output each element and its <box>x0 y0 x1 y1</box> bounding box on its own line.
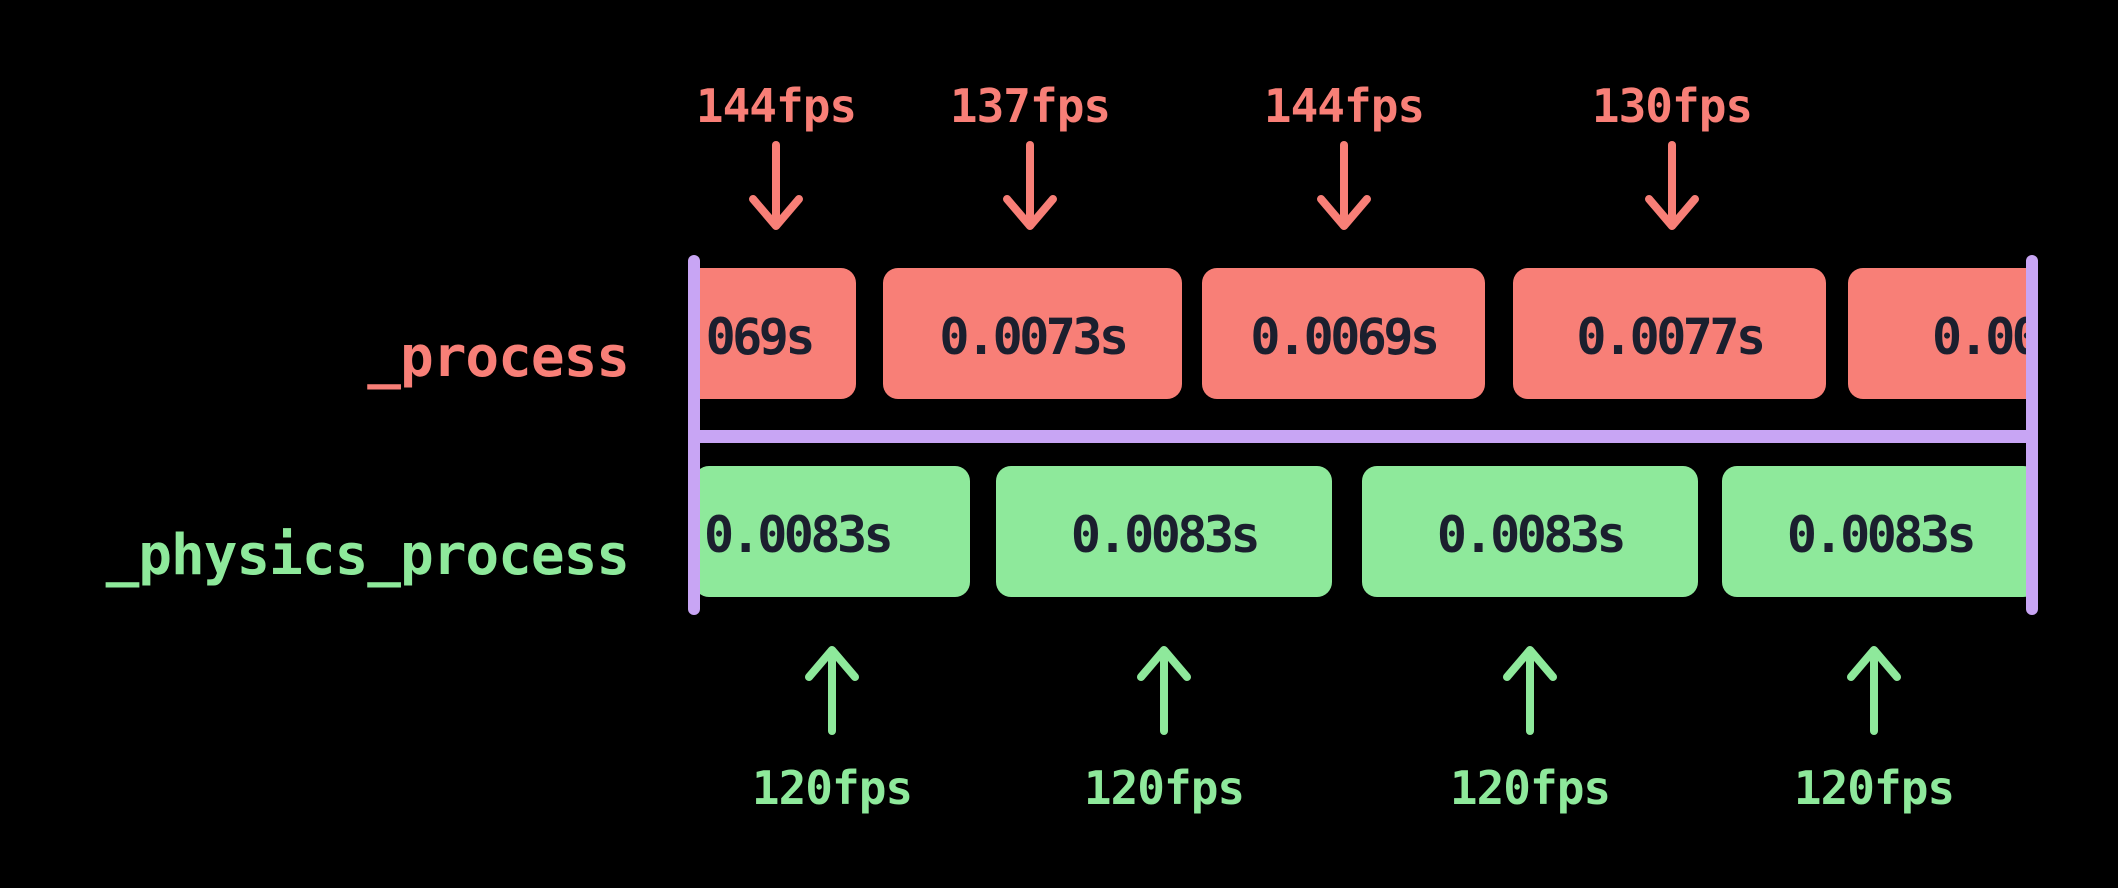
fps-label: 137fps <box>949 79 1111 133</box>
row-divider-line <box>688 430 2038 443</box>
frame-time-label: 0.0069s <box>1250 308 1440 366</box>
fps-up-arrow-icon <box>1846 644 1902 736</box>
fps-down-arrow-icon <box>1644 140 1700 232</box>
fps-up-arrow-icon <box>1502 644 1558 736</box>
fps-down-arrow-icon <box>1002 140 1058 232</box>
fps-label: 120fps <box>1449 761 1611 815</box>
physics-frame-box: 0.0083s <box>1362 466 1698 597</box>
fps-label: 120fps <box>751 761 913 815</box>
physics-frame-box: 0.0083s <box>996 466 1332 597</box>
frame-time-label: 0.0077s <box>1576 308 1766 366</box>
process-frame-box: 0.00 <box>1848 268 2038 399</box>
physics-row-label: _physics_process <box>105 523 630 588</box>
fps-label: 120fps <box>1083 761 1245 815</box>
frame-time-label: 0.00 <box>1932 308 2038 366</box>
frame-time-label: 0.0083s <box>1786 506 1977 564</box>
process-frame-box: 0.0077s <box>1513 268 1826 399</box>
frame-time-label: 069s <box>705 308 816 366</box>
physics-frame-box: 0.0083s <box>1722 466 2038 597</box>
frame-time-label: 0.0073s <box>939 308 1129 366</box>
frame-time-label: 0.0083s <box>1070 506 1261 564</box>
frame-time-label: 0.0083s <box>704 506 894 564</box>
fps-label: 120fps <box>1793 761 1955 815</box>
frame-time-label: 0.0083s <box>1436 506 1627 564</box>
process-frame-box: 0.0069s <box>1202 268 1485 399</box>
process-frame-box: 0.0073s <box>883 268 1182 399</box>
timeline-viewport: 069s 0.0073s 0.0069s 0.0077s 0.00 0.0083s 0.00… <box>694 255 2038 615</box>
physics-frame-box: 0.0083s <box>694 466 970 597</box>
fps-down-arrow-icon <box>748 140 804 232</box>
process-frame-box: 069s <box>694 268 856 399</box>
fps-label: 144fps <box>1263 79 1425 133</box>
fps-label: 130fps <box>1591 79 1753 133</box>
fps-label: 144fps <box>695 79 857 133</box>
fps-up-arrow-icon <box>1136 644 1192 736</box>
fps-up-arrow-icon <box>804 644 860 736</box>
process-row-label: _process <box>367 325 630 390</box>
fps-down-arrow-icon <box>1316 140 1372 232</box>
